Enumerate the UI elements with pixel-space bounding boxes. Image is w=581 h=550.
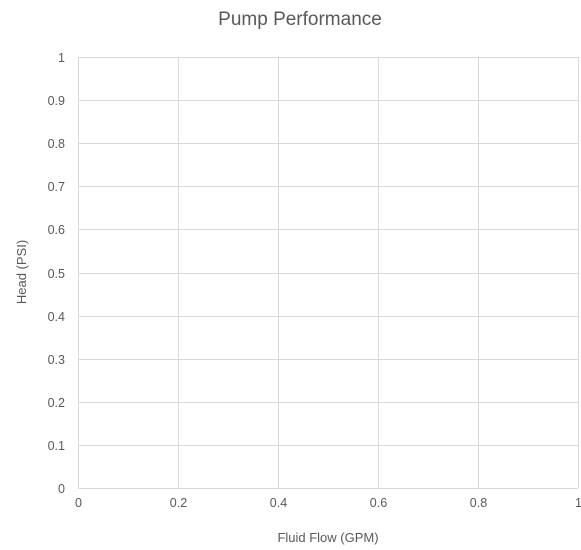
y-tick-label: 0.6 <box>48 223 65 237</box>
y-tick-label: 0 <box>58 482 65 496</box>
y-tick-label: 0.3 <box>48 353 65 367</box>
x-tick-label: 0.6 <box>370 496 387 510</box>
y-tick-label: 0.5 <box>48 267 65 281</box>
y-tick-label: 0.1 <box>48 439 65 453</box>
y-tick-label: 0.9 <box>48 94 65 108</box>
x-axis-label: Fluid Flow (GPM) <box>277 530 378 545</box>
x-tick-label: 0.8 <box>470 496 487 510</box>
y-axis-label: Head (PSI) <box>14 240 29 304</box>
x-tick-label: 0 <box>75 496 82 510</box>
x-tick-label: 0.2 <box>170 496 187 510</box>
y-tick-label: 1 <box>58 51 65 65</box>
y-tick-label: 0.7 <box>48 180 65 194</box>
y-tick-label: 0.2 <box>48 396 65 410</box>
y-tick-label: 0.4 <box>48 310 65 324</box>
chart-title: Pump Performance <box>218 9 382 30</box>
y-tick-label: 0.8 <box>48 137 65 151</box>
x-tick-label: 1 <box>575 496 581 510</box>
x-axis-ticks: 0 0.2 0.4 0.6 0.8 1 <box>75 496 581 510</box>
gridlines <box>78 57 579 489</box>
x-tick-label: 0.4 <box>270 496 287 510</box>
y-axis-ticks: 0 0.1 0.2 0.3 0.4 0.5 0.6 0.7 0.8 0.9 1 <box>48 51 65 496</box>
